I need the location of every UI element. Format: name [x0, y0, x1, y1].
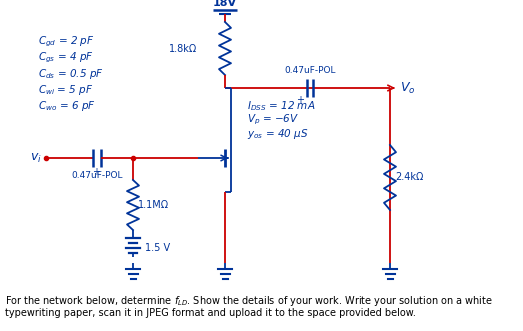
Text: $I_{DSS}$ = 12 mA: $I_{DSS}$ = 12 mA: [247, 99, 315, 113]
Text: $C_{gd}$ = 2 pF: $C_{gd}$ = 2 pF: [38, 35, 95, 49]
Text: $V_p$ = −6V: $V_p$ = −6V: [247, 113, 299, 127]
Text: $y_{os}$ = 40 μS: $y_{os}$ = 40 μS: [247, 127, 309, 141]
Text: +: +: [296, 95, 304, 105]
Text: 1.1MΩ: 1.1MΩ: [138, 200, 169, 210]
Text: 18V: 18V: [213, 0, 237, 8]
Text: typewriting paper, scan it in JPEG format and upload it to the space provided be: typewriting paper, scan it in JPEG forma…: [5, 308, 416, 318]
Text: $C_{wi}$ = 5 pF: $C_{wi}$ = 5 pF: [38, 83, 94, 97]
Text: $V_o$: $V_o$: [400, 80, 415, 96]
Text: $v_i$: $v_i$: [30, 152, 42, 165]
Text: 1.8kΩ: 1.8kΩ: [169, 43, 197, 54]
Text: 0.47uF-POL: 0.47uF-POL: [284, 66, 336, 75]
Text: 0.47uF-POL: 0.47uF-POL: [71, 171, 123, 180]
Text: 2.4kΩ: 2.4kΩ: [395, 172, 424, 182]
Text: 1.5 V: 1.5 V: [145, 243, 170, 253]
Text: $C_{ds}$ = 0.5 pF: $C_{ds}$ = 0.5 pF: [38, 67, 104, 81]
Text: $C_{gs}$ = 4 pF: $C_{gs}$ = 4 pF: [38, 51, 94, 65]
Text: $C_{wo}$ = 6 pF: $C_{wo}$ = 6 pF: [38, 99, 96, 113]
Text: +: +: [92, 167, 100, 177]
Text: For the network below, determine $f_{LD}$. Show the details of your work. Write : For the network below, determine $f_{LD}…: [5, 294, 493, 308]
